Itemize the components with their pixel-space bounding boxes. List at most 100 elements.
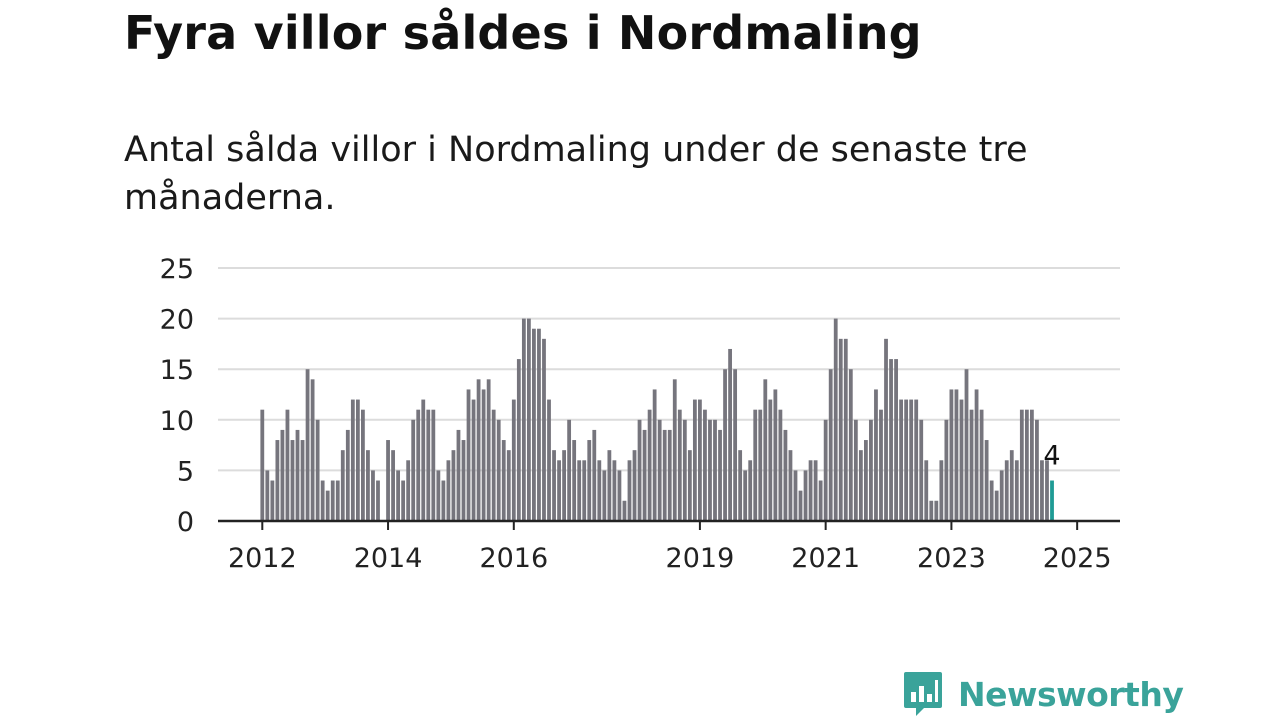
bar (315, 419, 320, 521)
y-tick-label: 25 (160, 254, 194, 285)
bar (1035, 419, 1039, 521)
bar (984, 440, 989, 521)
bar (773, 389, 778, 521)
bar (954, 389, 959, 521)
bar (818, 480, 823, 521)
bar (330, 480, 335, 521)
bar (290, 440, 295, 521)
bar (808, 460, 813, 521)
bar (577, 460, 582, 521)
bar (486, 379, 491, 521)
bar (1014, 460, 1019, 521)
bar (879, 409, 883, 521)
bar (612, 460, 617, 521)
bar (622, 500, 627, 521)
bar (335, 480, 340, 521)
bar (682, 419, 687, 521)
newsworthy-logo-icon (904, 672, 942, 716)
bar (406, 460, 411, 521)
bar (501, 440, 506, 521)
bar (632, 450, 637, 521)
bar (909, 399, 914, 521)
x-tick-label: 2016 (479, 543, 548, 574)
bar (652, 389, 657, 521)
bar (894, 359, 898, 521)
bar (481, 389, 486, 521)
bar (265, 470, 270, 521)
bar (999, 470, 1004, 521)
bar (552, 450, 556, 521)
bar (848, 369, 853, 521)
bar (838, 338, 843, 521)
highlight-value-label: 4 (1043, 441, 1060, 472)
bar (899, 399, 904, 521)
bar (562, 450, 566, 521)
newsworthy-logo: Newsworthy (902, 670, 1184, 718)
bar (969, 409, 974, 521)
bar (778, 409, 783, 521)
bar (310, 379, 315, 521)
bar (421, 399, 426, 521)
bar (441, 480, 446, 521)
bar (657, 419, 662, 521)
bar (743, 470, 748, 521)
bar (602, 470, 607, 521)
x-tick-label: 2023 (917, 543, 986, 574)
bar (350, 399, 355, 521)
bar (597, 460, 602, 521)
bar (446, 460, 451, 521)
bar (929, 500, 934, 521)
bar (496, 419, 501, 521)
bar (627, 460, 632, 521)
bar (667, 429, 672, 521)
bar (1004, 460, 1009, 521)
bar (828, 369, 833, 521)
bar (371, 470, 375, 521)
bar (300, 440, 305, 521)
bar (1009, 450, 1014, 521)
bar (823, 419, 828, 521)
bar (426, 409, 431, 521)
bar (637, 419, 642, 521)
bar (989, 480, 994, 521)
bar (934, 500, 939, 521)
bar (979, 409, 984, 521)
bar (547, 399, 551, 521)
bar (451, 450, 456, 521)
bar (340, 450, 345, 521)
bar (703, 409, 707, 521)
bar (884, 338, 888, 521)
bar (718, 429, 722, 521)
y-tick-label: 20 (160, 305, 194, 336)
bar (924, 460, 929, 521)
bar (662, 429, 667, 521)
bar (532, 328, 536, 521)
bar (858, 450, 863, 521)
bar (768, 399, 773, 521)
x-tick-label: 2025 (1043, 543, 1112, 574)
bar (431, 409, 436, 521)
bar (803, 470, 808, 521)
bar (521, 318, 526, 521)
bar (491, 409, 496, 521)
bar (461, 440, 466, 521)
y-tick-label: 0 (177, 507, 194, 538)
bar (949, 389, 954, 521)
x-tick-label: 2012 (228, 543, 297, 574)
bar (587, 440, 592, 521)
bar (345, 429, 350, 521)
bar (964, 369, 969, 521)
highlighted-bar (1050, 480, 1054, 521)
bar (542, 338, 546, 521)
bar (411, 419, 416, 521)
bar (617, 470, 622, 521)
bar (1019, 409, 1024, 521)
y-axis-tick-labels: 0 5 10 15 20 25 (160, 254, 194, 538)
bar (401, 480, 406, 521)
bar (511, 399, 516, 521)
bar (889, 359, 893, 521)
bar (1024, 409, 1029, 521)
bar (944, 419, 949, 521)
bar (295, 429, 300, 521)
